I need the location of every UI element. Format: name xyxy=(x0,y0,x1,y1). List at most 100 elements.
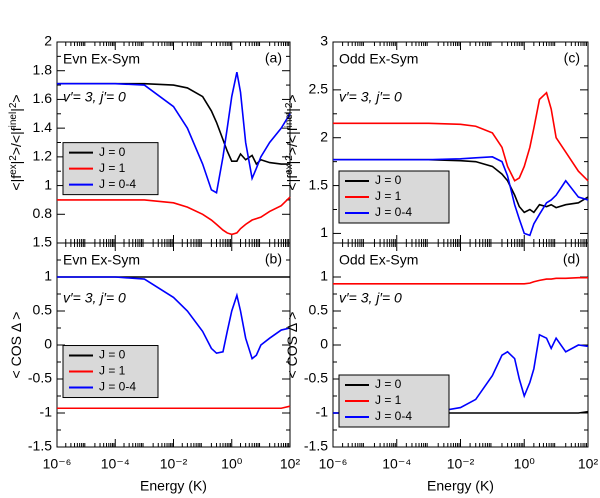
series-line xyxy=(57,405,291,410)
annotation: v′= 3, j′= 0 xyxy=(63,290,126,306)
series-line xyxy=(57,196,291,236)
y-tick-label: 0.5 xyxy=(33,302,53,318)
x-axis-label: Energy (K) xyxy=(140,478,207,494)
y-axis-label-part: | xyxy=(284,161,300,165)
y-axis-label: < COS Δ > xyxy=(284,312,300,379)
legend-label: J = 1 xyxy=(99,161,126,175)
y-tick-label: 2.5 xyxy=(309,81,329,97)
y-axis-label-part: inel xyxy=(8,112,19,128)
legend: J = 0 J = 1 J = 0-4 xyxy=(338,170,450,224)
y-axis-label-part: < COS Δ > xyxy=(284,312,300,379)
y-tick-label: -0.5 xyxy=(28,370,52,386)
annotation: v′= 3, j′= 0 xyxy=(63,89,126,105)
panel-title: Evn Ex-Sym xyxy=(63,252,140,268)
x-tick-label: 10² xyxy=(280,456,301,472)
panel-label: (d) xyxy=(563,251,580,267)
y-tick-label: 1.2 xyxy=(33,148,53,164)
legend-label: J = 0-4 xyxy=(375,205,412,219)
panel-title: Odd Ex-Sym xyxy=(339,51,418,67)
y-tick-label: 2 xyxy=(320,128,328,144)
y-axis-label-part: 2 xyxy=(284,102,295,108)
y-tick-label: 1.5 xyxy=(33,234,53,250)
panel: 0.8 1 1.2 1.4 1.6 1.8 2 Evn Ex-Sym (a) v′= 3, j′=… xyxy=(8,33,291,244)
y-axis-label-part: > xyxy=(8,94,24,102)
y-tick-label: -1.5 xyxy=(304,438,328,454)
legend-label: J = 0-4 xyxy=(375,409,412,423)
x-tick-label: 10⁻² xyxy=(447,456,475,472)
y-axis-label-part: | xyxy=(284,108,300,112)
y-tick-label: 0.8 xyxy=(33,205,53,221)
x-tick-label: 10⁻² xyxy=(160,456,188,472)
series-line xyxy=(57,276,291,360)
legend-label: J = 1 xyxy=(99,364,126,378)
legend-label: J = 0 xyxy=(99,145,126,159)
y-axis-label-part: 2 xyxy=(8,102,19,108)
x-tick-label: 10⁰ xyxy=(514,456,536,472)
y-tick-label: 1.6 xyxy=(33,90,53,106)
y-axis-label-part: 2 xyxy=(8,155,19,161)
series-line xyxy=(333,276,588,285)
y-tick-label: 3 xyxy=(320,33,328,49)
x-tick-label: 10⁻⁴ xyxy=(101,456,130,472)
panel: 10⁻⁶ 10⁻⁴ 10⁻² 10⁰ 10² -1.5 -1 -0.5 0 0.5 1 Odd Ex-… xyxy=(284,242,599,494)
y-axis-label-part: ex xyxy=(8,164,19,175)
x-tick-label: 10² xyxy=(578,456,599,472)
x-tick-label: 10⁰ xyxy=(221,456,243,472)
y-axis-label: < COS Δ > xyxy=(8,312,24,379)
panel-label: (b) xyxy=(265,251,282,267)
legend: J = 0 J = 1 J = 0-4 xyxy=(62,142,159,196)
x-tick-label: 10⁻⁶ xyxy=(43,456,72,472)
y-axis-label-part: >/<|f xyxy=(8,127,24,155)
series-line xyxy=(333,91,589,182)
y-axis-label-part: | xyxy=(8,161,24,165)
y-axis-label-part: <|f xyxy=(8,175,24,191)
legend-label: J = 0-4 xyxy=(99,177,136,191)
y-axis-label-part: 2 xyxy=(284,155,295,161)
y-axis-label-part: ex xyxy=(284,164,295,175)
y-tick-label: -1 xyxy=(316,404,329,420)
y-tick-label: 1.5 xyxy=(309,176,329,192)
y-tick-label: 0 xyxy=(320,336,328,352)
y-tick-label: 0 xyxy=(44,336,52,352)
y-tick-label: -0.5 xyxy=(304,370,328,386)
y-axis-label: <|fex|2>/<|finel|2> xyxy=(8,94,24,190)
series-line xyxy=(57,71,291,194)
y-tick-label: 1.8 xyxy=(33,61,53,77)
y-axis-label-part: >/<|f xyxy=(284,127,300,155)
y-axis-label-part: < COS Δ > xyxy=(8,312,24,379)
y-tick-label: -1 xyxy=(40,404,53,420)
y-tick-label: 1 xyxy=(44,176,52,192)
x-tick-label: 10⁻⁶ xyxy=(319,456,348,472)
legend-label: J = 0 xyxy=(375,173,402,187)
legend-label: J = 0 xyxy=(99,348,126,362)
legend-label: J = 0-4 xyxy=(99,380,136,394)
legend: J = 0 J = 1 J = 0-4 xyxy=(338,374,450,428)
y-tick-label: 1 xyxy=(44,268,52,284)
y-tick-label: 1.4 xyxy=(33,119,53,135)
plot-frame xyxy=(56,242,291,448)
legend-label: J = 1 xyxy=(375,393,402,407)
legend-label: J = 1 xyxy=(375,189,402,203)
panel: 10⁻⁶ 10⁻⁴ 10⁻² 10⁰ 10² -1.5 -1 -0.5 0 0.5 1 1.5 Evn … xyxy=(8,234,301,494)
legend: J = 0 J = 1 J = 0-4 xyxy=(62,345,159,399)
panel-title: Evn Ex-Sym xyxy=(63,51,140,67)
y-axis-label-part: | xyxy=(8,108,24,112)
x-axis-label: Energy (K) xyxy=(427,478,494,494)
annotation: v′= 3, j′= 0 xyxy=(339,89,402,105)
panel-label: (a) xyxy=(265,50,282,66)
y-axis-label-part: inel xyxy=(284,112,295,128)
y-axis-label: <|fex|2>/<|finel|2> xyxy=(284,94,300,190)
annotation: v′= 3, j′= 0 xyxy=(339,290,402,306)
y-tick-label: 0.5 xyxy=(309,302,329,318)
panel-label: (c) xyxy=(564,50,580,66)
y-axis-label-part: <|f xyxy=(284,175,300,191)
panel-title: Odd Ex-Sym xyxy=(339,252,418,268)
series-line xyxy=(333,156,589,237)
y-tick-label: 1 xyxy=(320,268,328,284)
legend-label: J = 0 xyxy=(375,377,402,391)
y-tick-label: 2 xyxy=(44,33,52,49)
y-axis-label-part: > xyxy=(284,94,300,102)
x-tick-label: 10⁻⁴ xyxy=(382,456,411,472)
